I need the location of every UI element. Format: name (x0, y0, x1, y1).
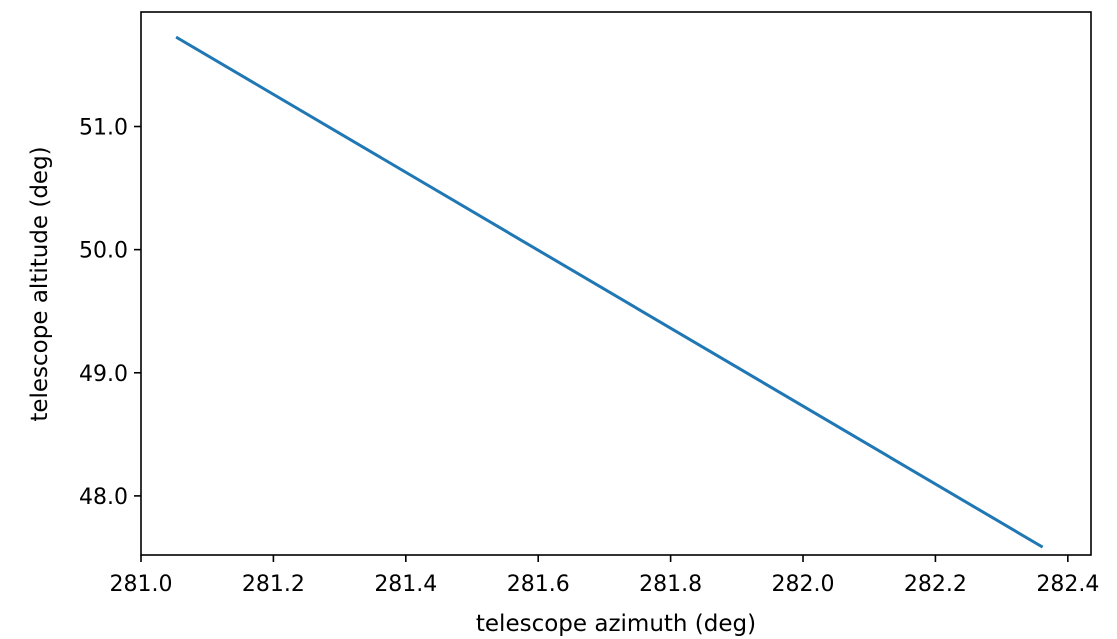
y-tick-label: 50.0 (79, 239, 128, 264)
y-axis: 48.0 49.0 50.0 51.0 (79, 116, 141, 510)
x-tick-label: 282.4 (1036, 572, 1099, 597)
x-tick-label: 281.4 (374, 572, 437, 597)
series-line-0 (175, 35, 1044, 549)
x-tick-label: 281.6 (507, 572, 570, 597)
y-axis-label: telescope altitude (deg) (27, 146, 53, 421)
series-layer (175, 35, 1044, 549)
y-tick-label: 51.0 (79, 116, 128, 141)
x-tick-label: 282.2 (904, 572, 967, 597)
x-tick-label: 281.2 (242, 572, 305, 597)
x-tick-label: 281.0 (110, 572, 173, 597)
y-tick-label: 49.0 (79, 362, 128, 387)
x-axis: 281.0 281.2 281.4 281.6 281.8 282.0 282.2 282.4 (110, 555, 1099, 597)
x-axis-label: telescope azimuth (deg) (476, 611, 756, 637)
x-tick-label: 281.8 (639, 572, 702, 597)
plot-frame (140, 11, 1092, 556)
y-tick-label: 48.0 (79, 485, 128, 510)
x-tick-label: 282.0 (772, 572, 835, 597)
